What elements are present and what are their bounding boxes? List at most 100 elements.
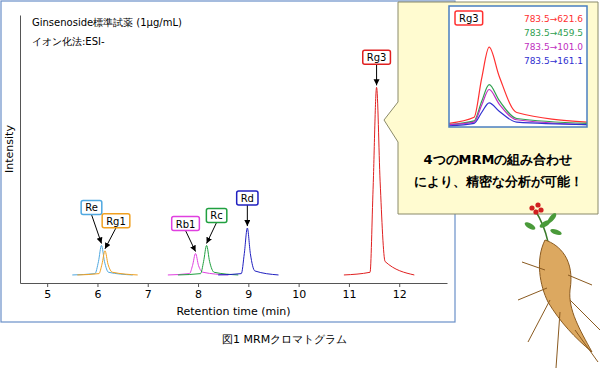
- x-tick-label: 5: [44, 288, 51, 301]
- peak-label-box: [363, 50, 391, 64]
- chart-texts: Ginsenoside標準試薬 (1μg/mL) イオン化法:ESI- Retent…: [3, 17, 390, 346]
- x-tick-label: 10: [292, 288, 306, 301]
- peak-label-box: [172, 217, 200, 231]
- x-axis-line: [21, 283, 448, 284]
- x-tick: 9: [245, 283, 252, 301]
- peak-label-box: [206, 208, 226, 222]
- ginseng-rootlet: [556, 312, 560, 368]
- x-tick-mark: [399, 283, 400, 287]
- x-tick: 12: [393, 283, 407, 301]
- peak-label: Rd: [241, 193, 254, 204]
- peak-label-box: [102, 214, 130, 228]
- callout-text: により、精密な分析が可能！: [414, 174, 583, 189]
- legend-entry: 783.5→621.6: [524, 14, 583, 24]
- y-axis-title: Intensity: [3, 125, 16, 173]
- ginseng-rootlet: [575, 330, 598, 362]
- peak-label-group: Re: [81, 200, 102, 214]
- series-line: [449, 85, 587, 125]
- figure-caption: 図1 MRMクロマトグラム: [222, 333, 347, 346]
- legend-entry: 783.5→161.1: [524, 56, 583, 66]
- inset-plot-background: [449, 6, 587, 127]
- x-tick-label: 12: [393, 288, 407, 301]
- peak-label-group: Rc: [206, 208, 226, 222]
- x-tick-mark: [148, 283, 149, 287]
- peak-label: Re: [85, 202, 98, 213]
- callout-text: 4つのMRMの組み合わせ: [424, 152, 573, 167]
- ginseng-rootlet: [570, 300, 600, 330]
- x-tick-mark: [47, 283, 48, 287]
- peak-arrow: [207, 222, 217, 243]
- inset-frame: [449, 6, 587, 127]
- x-axis: 5 6 7 8 9 10 11 12: [21, 283, 448, 301]
- peak-label-group: Rb1: [172, 217, 200, 231]
- plot-marks: [72, 87, 414, 275]
- peak-label-box: [81, 200, 102, 214]
- x-tick-label: 7: [145, 288, 152, 301]
- ginseng-leaf: [546, 212, 558, 224]
- x-tick-mark: [349, 283, 350, 287]
- inset-title-group: Rg3: [455, 11, 483, 25]
- chart-subtitle: イオン化法:ESI-: [32, 36, 105, 47]
- ginseng-rootlet: [518, 288, 547, 300]
- ginseng-berry: [533, 209, 538, 214]
- chart-root: 5 6 7 8 9 10 11 12 Ginsenoside標準試薬 (1μg/mL) イオン化法…: [0, 0, 600, 369]
- x-tick: 11: [342, 283, 356, 301]
- series-line: [449, 89, 587, 124]
- x-tick: 10: [292, 283, 306, 301]
- x-tick: 8: [195, 283, 202, 301]
- callout-bubble: [384, 2, 598, 214]
- series-line: [168, 254, 228, 275]
- ginseng-root: [539, 240, 592, 352]
- x-tick-mark: [198, 283, 199, 287]
- peak-label: Rc: [210, 210, 222, 221]
- inset-title: Rg3: [459, 13, 479, 24]
- x-tick-label: 6: [94, 288, 101, 301]
- x-tick-mark: [299, 283, 300, 287]
- legend-entry: 783.5→101.0: [524, 42, 583, 52]
- x-tick-mark: [97, 283, 98, 287]
- x-tick-label: 8: [195, 288, 202, 301]
- x-tick-label: 9: [245, 288, 252, 301]
- peak-arrow: [247, 205, 248, 226]
- chart-texts: Rg3 783.5→621.6 783.5→459.5 783.5→101.0 783.…: [414, 11, 584, 189]
- peak-label: Rb1: [176, 219, 196, 230]
- peak-arrow: [91, 214, 101, 243]
- chart-title: Ginsenoside標準試薬 (1μg/mL): [32, 17, 182, 28]
- inset-title-box: [455, 11, 483, 25]
- peak-label-group: Rg3: [363, 50, 391, 64]
- series-line: [449, 47, 587, 123]
- peak-label-group: Rg1: [102, 214, 130, 228]
- ginseng-rootlet: [568, 275, 592, 285]
- ginseng-rootlet: [522, 262, 545, 270]
- series-line: [178, 245, 238, 274]
- ginseng-leaf: [550, 228, 563, 237]
- peak-arrow: [186, 231, 196, 252]
- series-line: [77, 251, 137, 275]
- plot-marks: [449, 47, 587, 126]
- ginseng-rootlet: [528, 300, 550, 342]
- series-line: [449, 103, 587, 126]
- x-tick: 6: [94, 283, 101, 301]
- peak-arrow: [105, 228, 116, 249]
- ginseng-berry: [535, 202, 540, 207]
- y-axis-line: [20, 16, 21, 284]
- peak-label-group: Rd: [237, 191, 258, 205]
- main-chart: 5 6 7 8 9 10 11 12 Ginsenoside標準試薬 (1μg/mL) イオン化法…: [3, 16, 448, 347]
- peak-arrow: [376, 64, 377, 85]
- ginseng-berry: [538, 207, 543, 212]
- ginseng-berry: [529, 205, 534, 210]
- peak-label: Rg3: [367, 52, 387, 63]
- peak-label: Rg1: [106, 216, 126, 227]
- ginseng-leaf: [524, 221, 537, 231]
- inset-chart: Rg3 783.5→621.6 783.5→459.5 783.5→101.0 783.…: [384, 2, 598, 214]
- peak-label-box: [237, 191, 258, 205]
- legend-entry: 783.5→459.5: [524, 28, 583, 38]
- chart-svg: 5 6 7 8 9 10 11 12 Ginsenoside標準試薬 (1μg/mL) イオン化法…: [0, 0, 600, 369]
- x-axis-title: Retention time (min): [176, 305, 290, 318]
- series-line: [218, 228, 278, 275]
- x-tick-label: 11: [342, 288, 356, 301]
- x-tick-mark: [248, 283, 249, 287]
- ginseng-illustration: [518, 202, 600, 368]
- x-tick: 7: [145, 283, 152, 301]
- main-frame: [1, 1, 455, 322]
